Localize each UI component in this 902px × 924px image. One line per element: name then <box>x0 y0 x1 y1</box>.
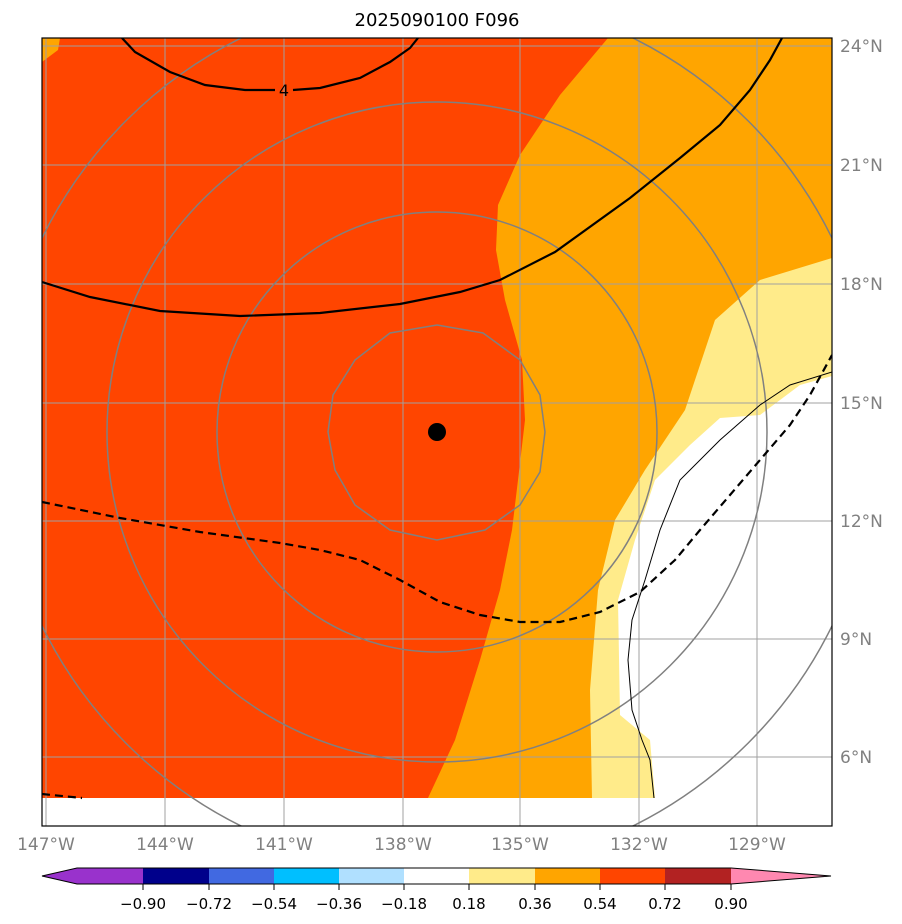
colorbar-swatch <box>600 868 665 884</box>
lat-labels: 24°N 21°N 18°N 15°N 12°N 9°N 6°N <box>840 37 883 768</box>
lat-label: 9°N <box>840 630 872 650</box>
range-ring-1 <box>327 324 546 541</box>
gridlines <box>42 38 832 826</box>
contour-line-4 <box>121 38 419 92</box>
lon-label: 132°W <box>610 835 668 855</box>
range-rings <box>42 38 832 826</box>
lon-label: 147°W <box>17 835 75 855</box>
colorbar-swatch <box>469 868 535 884</box>
colorbar-tick-label: −0.18 <box>381 895 427 913</box>
colorbar-tick-label: 0.90 <box>714 895 747 913</box>
lon-label: 141°W <box>255 835 313 855</box>
colorbar-swatch <box>209 868 274 884</box>
lon-labels: 147°W 144°W 141°W 138°W 135°W 132°W 129°… <box>17 835 786 855</box>
lat-label: 21°N <box>840 156 883 176</box>
colorbar-tick-label: −0.72 <box>186 895 232 913</box>
colorbar-tick-label: −0.90 <box>120 895 166 913</box>
storm-center-marker <box>428 423 446 441</box>
lat-label: 18°N <box>840 275 883 295</box>
lat-label: 24°N <box>840 37 883 57</box>
colorbar-swatch <box>404 868 469 884</box>
plot-title: 2025090100 F096 <box>355 10 520 31</box>
colorbar-tick-label: 0.36 <box>518 895 551 913</box>
lon-label: 138°W <box>374 835 432 855</box>
colorbar-swatch <box>274 868 339 884</box>
lat-label: 12°N <box>840 512 883 532</box>
lon-label: 144°W <box>136 835 194 855</box>
thin-contour-line <box>627 371 832 799</box>
colorbar-swatch <box>535 868 600 884</box>
colorbar-ticks <box>142 884 732 890</box>
dashed-contours <box>42 354 832 800</box>
colorbar-tick-label: 0.72 <box>648 895 681 913</box>
colorbar-extend-low <box>42 868 77 884</box>
contour-label: 4 <box>279 81 289 100</box>
contour-line-main <box>42 38 783 318</box>
lat-label: 15°N <box>840 394 883 414</box>
colorbar-tick-label: −0.36 <box>316 895 362 913</box>
dashed-contour-main <box>42 354 832 624</box>
lat-label: 6°N <box>840 748 872 768</box>
colorbar-swatch <box>143 868 209 884</box>
colorbar-outline <box>41 867 832 885</box>
dashed-contour-corner <box>42 792 83 800</box>
colorbar-swatch <box>339 868 404 884</box>
lon-label: 129°W <box>728 835 786 855</box>
colorbar-tick-label: 0.18 <box>452 895 485 913</box>
colorbar: −0.90 −0.72 −0.54 −0.36 −0.18 0.18 0.36 … <box>41 867 832 913</box>
solid-contours <box>42 38 783 318</box>
field-white <box>618 376 832 798</box>
colorbar-tick-label: −0.54 <box>251 895 297 913</box>
colorbar-tick-label: 0.54 <box>583 895 616 913</box>
range-ring-2 <box>216 211 658 653</box>
map-area: 4 <box>42 38 832 826</box>
no-data-strip <box>42 798 832 826</box>
range-ring-3 <box>106 101 768 763</box>
map-frame <box>41 37 833 827</box>
colorbar-swatch <box>77 868 143 884</box>
colorbar-swatch <box>665 868 731 884</box>
lon-label: 135°W <box>491 835 549 855</box>
colorbar-extend-high <box>731 868 831 884</box>
